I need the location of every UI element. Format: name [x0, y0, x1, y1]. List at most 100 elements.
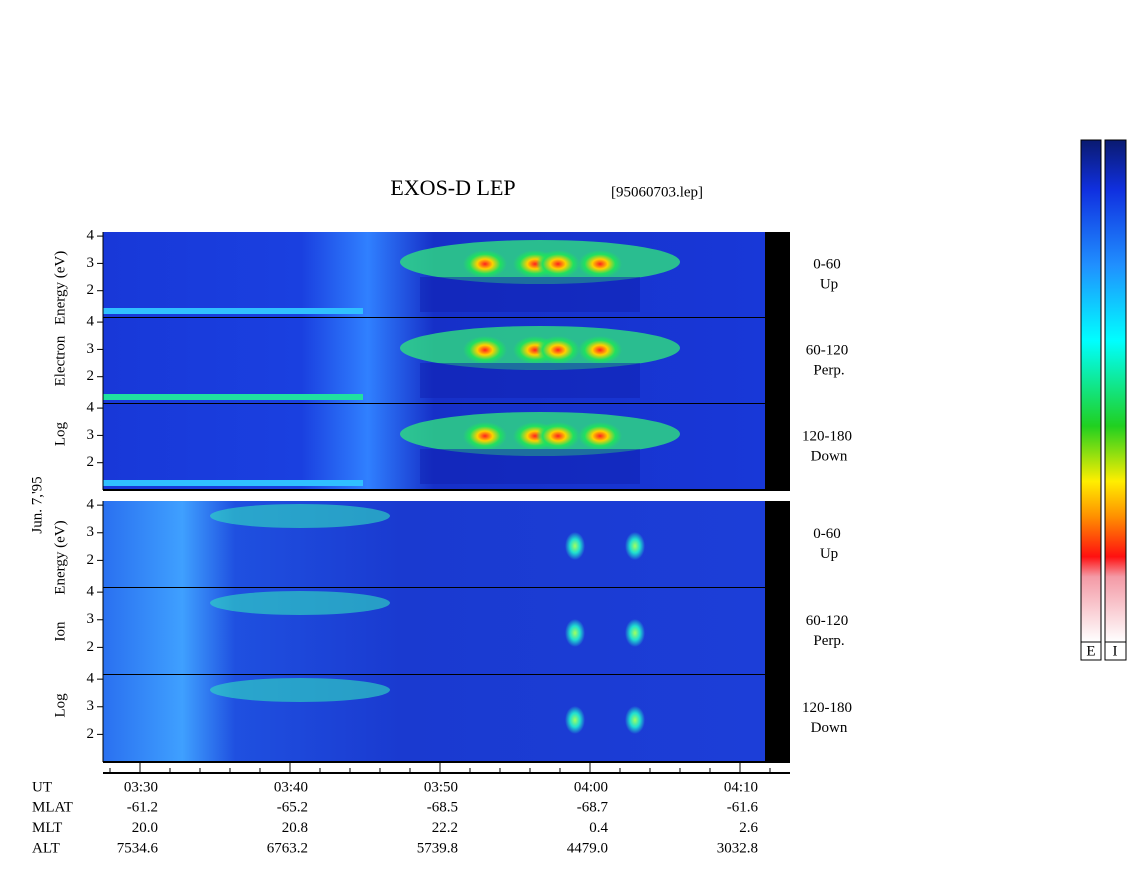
y-tick-label: 3: [87, 611, 95, 627]
time-table-cell: -61.6: [727, 800, 759, 816]
panel-direction: Up: [820, 276, 838, 292]
spectrogram-feature: [578, 250, 622, 278]
y-tick-label: 2: [87, 368, 95, 384]
panel-direction: Up: [820, 546, 838, 562]
colorbar-label: E: [1086, 643, 1095, 659]
colorbar: [1080, 139, 1102, 643]
data-gap: [765, 588, 790, 675]
time-table-cell: 03:50: [424, 779, 458, 795]
time-table-cell: 04:00: [574, 779, 608, 795]
time-table-cell: 2.6: [739, 820, 758, 836]
data-gap: [765, 318, 790, 404]
date-label: Jun. 7,'95: [29, 476, 45, 533]
row-label: MLAT: [32, 800, 73, 816]
y-axis-label: Log: [52, 693, 68, 718]
spectrogram-feature: [536, 250, 580, 278]
spectrogram-feature: [103, 394, 363, 400]
panel-direction: Down: [811, 448, 848, 464]
panel-direction: Perp.: [813, 633, 844, 649]
time-table-cell: 20.8: [282, 820, 308, 836]
y-tick-label: 3: [87, 698, 95, 714]
colorbar-label-box: [1080, 641, 1102, 661]
spectrogram-feature: [536, 336, 580, 364]
colorbar: [1104, 139, 1127, 643]
y-axis-label: Ion: [52, 621, 68, 641]
panel-angle: 120-180: [802, 428, 852, 444]
spectrogram: [103, 588, 765, 675]
time-table-cell: -65.2: [277, 800, 308, 816]
file-name: [95060703.lep]: [611, 184, 703, 200]
data-gap: [765, 232, 790, 318]
time-table-cell: 4479.0: [567, 840, 608, 856]
time-table-cell: 22.2: [432, 820, 458, 836]
spectrogram-feature: [565, 532, 585, 560]
colorbar-label: I: [1113, 643, 1118, 659]
time-table-cell: 0.4: [589, 820, 608, 836]
y-tick-label: 4: [87, 314, 95, 330]
time-table-cell: 3032.8: [717, 840, 758, 856]
spectrogram-feature: [463, 422, 507, 450]
spectrogram-feature: [420, 277, 640, 312]
spectrogram-feature: [420, 363, 640, 398]
panel-angle: 0-60: [813, 526, 841, 542]
data-gap: [765, 501, 790, 588]
panel-angle: 60-120: [806, 342, 849, 358]
y-tick-label: 4: [87, 497, 95, 513]
time-table-cell: 6763.2: [267, 840, 308, 856]
y-tick-label: 3: [87, 341, 95, 357]
time-table-cell: -68.5: [427, 800, 458, 816]
spectrogram-feature: [625, 532, 645, 560]
spectrogram: [103, 675, 765, 762]
y-tick-label: 2: [87, 639, 95, 655]
spectrogram-feature: [536, 422, 580, 450]
spectrogram-feature: [565, 619, 585, 647]
spectrogram-feature: [625, 706, 645, 734]
y-axis-label: Energy (eV): [52, 251, 68, 325]
panel-angle: 120-180: [802, 700, 852, 716]
y-tick-label: 4: [87, 400, 95, 416]
time-table-cell: -68.7: [577, 800, 609, 816]
spectrogram-feature: [103, 308, 363, 314]
spectrogram-feature: [210, 504, 390, 528]
spectrogram: [103, 501, 765, 588]
y-tick-label: 4: [87, 584, 95, 600]
data-gap: [765, 675, 790, 762]
y-tick-label: 3: [87, 255, 95, 271]
spectrogram-feature: [578, 336, 622, 364]
spectrogram-feature: [210, 591, 390, 615]
spectrogram-feature: [463, 336, 507, 364]
spectrogram-feature: [420, 449, 640, 484]
colorbar-label-box: [1104, 641, 1127, 661]
spectrogram-feature: [210, 678, 390, 702]
panel-direction: Perp.: [813, 362, 844, 378]
spectrogram-feature: [463, 250, 507, 278]
time-table-cell: 04:10: [724, 779, 758, 795]
y-tick-label: 2: [87, 282, 95, 298]
spectrogram-feature: [565, 706, 585, 734]
y-tick-label: 4: [87, 671, 95, 687]
time-table-cell: 20.0: [132, 820, 158, 836]
time-table-cell: 03:30: [124, 779, 158, 795]
row-label: UT: [32, 779, 52, 795]
y-axis-label: Electron: [52, 335, 68, 386]
y-tick-label: 2: [87, 726, 95, 742]
title: EXOS-D LEP: [390, 175, 515, 200]
time-table-cell: 7534.6: [117, 840, 159, 856]
row-label: ALT: [32, 840, 60, 856]
y-tick-label: 3: [87, 524, 95, 540]
time-table-cell: -61.2: [127, 800, 158, 816]
spectrogram-feature: [578, 422, 622, 450]
y-tick-label: 3: [87, 427, 95, 443]
y-tick-label: 4: [87, 228, 95, 244]
y-axis-label: Energy (eV): [52, 520, 68, 594]
time-table-cell: 5739.8: [417, 840, 458, 856]
spectrogram-feature: [625, 619, 645, 647]
y-tick-label: 2: [87, 454, 95, 470]
y-axis-label: Log: [52, 422, 68, 447]
data-gap: [765, 404, 790, 490]
panel-direction: Down: [811, 720, 848, 736]
row-label: MLT: [32, 820, 62, 836]
y-tick-label: 2: [87, 552, 95, 568]
panel-angle: 0-60: [813, 256, 841, 272]
